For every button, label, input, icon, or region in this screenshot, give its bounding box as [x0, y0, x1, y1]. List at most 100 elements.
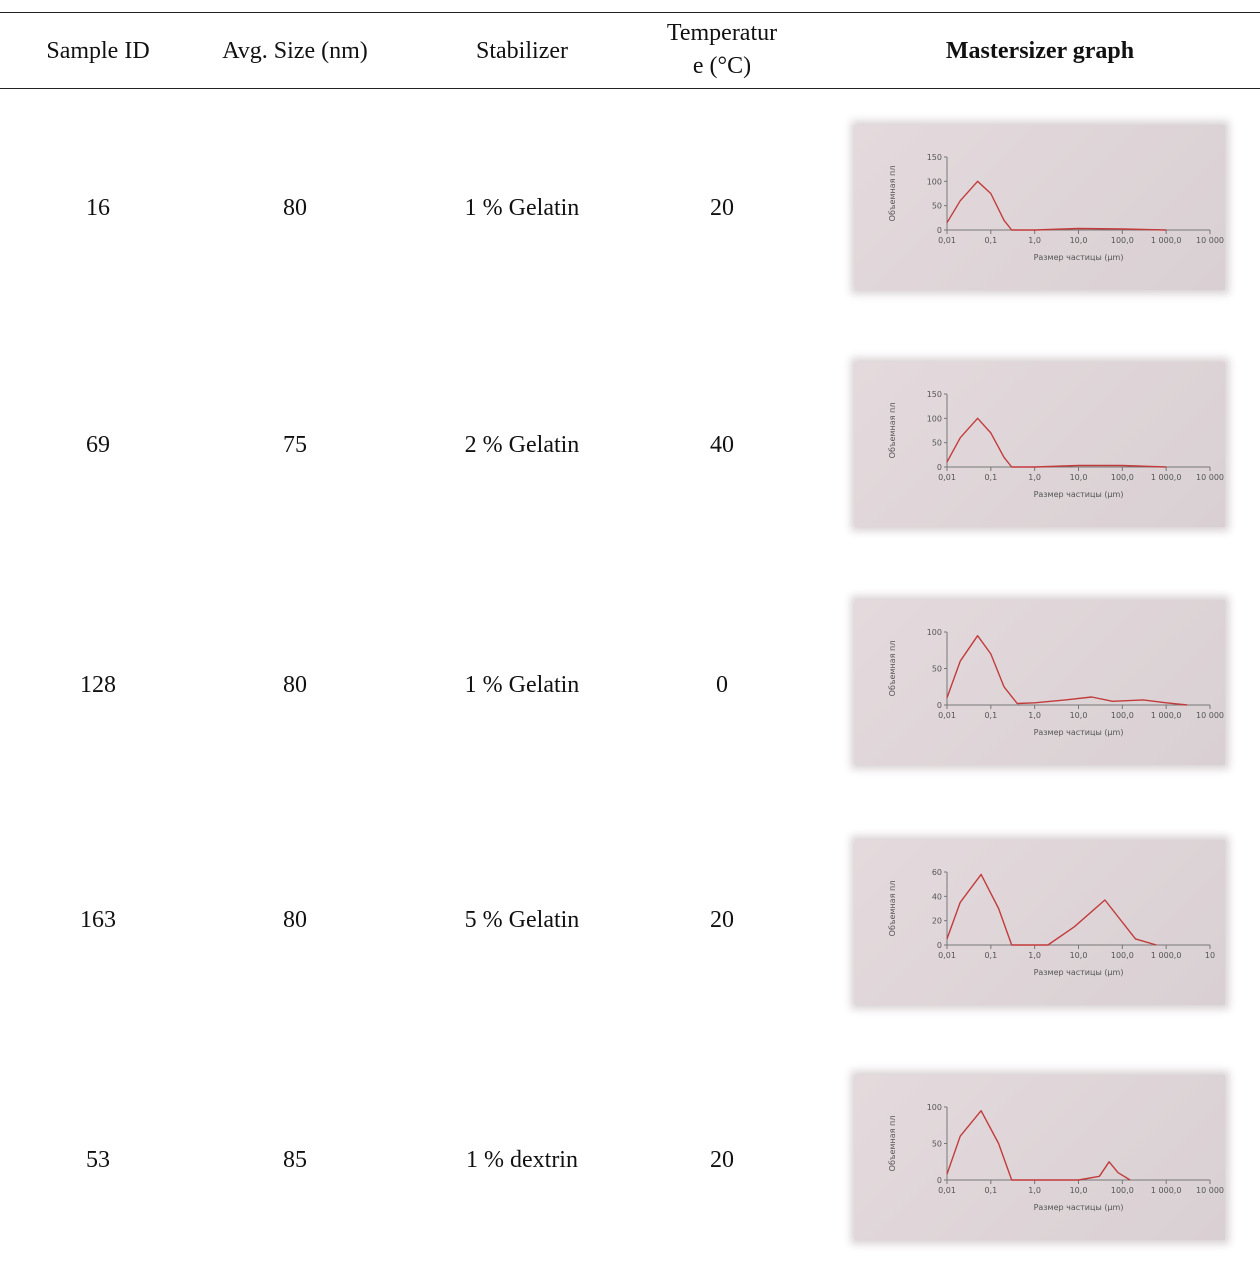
header-cell: Avg. Size (nm) — [185, 36, 405, 66]
y-tick-label: 60 — [932, 868, 942, 877]
y-tick-label: 100 — [927, 414, 942, 423]
table-cell: 5 % Gelatin — [412, 905, 632, 935]
x-tick-label: 1 000,0 — [1151, 473, 1182, 482]
table-cell: 80 — [185, 905, 405, 935]
size-distribution-curve — [947, 181, 1166, 230]
table-cell: 163 — [0, 905, 208, 935]
y-tick-label: 0 — [937, 226, 942, 235]
x-tick-label: 0,01 — [938, 711, 956, 720]
table-cell: 128 — [0, 670, 208, 700]
x-tick-label: 1,0 — [1028, 711, 1041, 720]
table-cell: 53 — [0, 1145, 208, 1175]
x-tick-label: 10 000 — [1196, 1186, 1224, 1195]
y-tick-label: 40 — [932, 892, 942, 901]
x-tick-label: 100,0 — [1111, 951, 1134, 960]
y-tick-label: 100 — [927, 177, 942, 186]
x-tick-label: 10 — [1205, 951, 1215, 960]
page: Sample IDAvg. Size (nm)StabilizerTempera… — [0, 0, 1260, 1275]
x-tick-label: 10 000 — [1196, 473, 1224, 482]
x-tick-label: 0,01 — [938, 951, 956, 960]
x-tick-label: 100,0 — [1111, 473, 1134, 482]
x-axis-label: Размер частицы (μm) — [1034, 728, 1124, 737]
x-tick-label: 1 000,0 — [1151, 711, 1182, 720]
x-tick-label: 1 000,0 — [1151, 236, 1182, 245]
y-tick-label: 0 — [937, 701, 942, 710]
y-tick-label: 150 — [927, 390, 942, 399]
table-cell: 85 — [185, 1145, 405, 1175]
x-tick-label: 10,0 — [1070, 711, 1088, 720]
x-tick-label: 10,0 — [1070, 236, 1088, 245]
x-tick-label: 1,0 — [1028, 951, 1041, 960]
x-tick-label: 0,01 — [938, 473, 956, 482]
x-axis-label: Размер частицы (μm) — [1034, 968, 1124, 977]
header-rule — [0, 88, 1260, 89]
table-cell: 1 % Gelatin — [412, 670, 632, 700]
header-cell: Sample ID — [0, 36, 208, 66]
table-cell: 69 — [0, 430, 208, 460]
size-distribution-curve — [947, 874, 1156, 945]
top-rule — [0, 12, 1260, 13]
size-distribution-curve — [947, 1111, 1130, 1180]
x-tick-label: 1,0 — [1028, 236, 1041, 245]
x-tick-label: 0,1 — [984, 1186, 997, 1195]
y-tick-label: 100 — [927, 628, 942, 637]
y-tick-label: 50 — [932, 202, 942, 211]
y-tick-label: 100 — [927, 1103, 942, 1112]
header-cell: e (°C) — [612, 51, 832, 81]
x-tick-label: 0,1 — [984, 711, 997, 720]
x-tick-label: 0,01 — [938, 236, 956, 245]
x-axis-label: Размер частицы (μm) — [1034, 490, 1124, 499]
y-tick-label: 50 — [932, 665, 942, 674]
table-cell: 0 — [612, 670, 832, 700]
y-tick-label: 50 — [932, 1140, 942, 1149]
y-axis-label: Объемная пл — [888, 403, 897, 459]
x-tick-label: 10,0 — [1070, 951, 1088, 960]
y-axis-label: Объемная пл — [888, 641, 897, 697]
x-tick-label: 1,0 — [1028, 1186, 1041, 1195]
table-cell: 80 — [185, 193, 405, 223]
table-cell: 20 — [612, 905, 832, 935]
size-distribution-curve — [947, 418, 1166, 467]
x-tick-label: 10,0 — [1070, 1186, 1088, 1195]
y-tick-label: 50 — [932, 439, 942, 448]
header-cell: Stabilizer — [412, 36, 632, 66]
y-tick-label: 0 — [937, 941, 942, 950]
y-tick-label: 0 — [937, 463, 942, 472]
y-tick-label: 0 — [937, 1176, 942, 1185]
x-tick-label: 100,0 — [1111, 236, 1134, 245]
x-tick-label: 100,0 — [1111, 711, 1134, 720]
x-tick-label: 1 000,0 — [1151, 951, 1182, 960]
y-axis-label: Объемная пл — [888, 166, 897, 222]
table-cell: 40 — [612, 430, 832, 460]
x-tick-label: 1,0 — [1028, 473, 1041, 482]
x-tick-label: 0,1 — [984, 236, 997, 245]
table-cell: 20 — [612, 193, 832, 223]
x-axis-label: Размер частицы (μm) — [1034, 253, 1124, 262]
y-axis-label: Объемная пл — [888, 881, 897, 937]
x-tick-label: 0,1 — [984, 473, 997, 482]
size-distribution-curve — [947, 636, 1187, 705]
table-cell: 1 % Gelatin — [412, 193, 632, 223]
table-cell: 75 — [185, 430, 405, 460]
x-tick-label: 0,1 — [984, 951, 997, 960]
table-cell: 1 % dextrin — [412, 1145, 632, 1175]
header-cell: Mastersizer graph — [890, 36, 1190, 66]
table-cell: 16 — [0, 193, 208, 223]
table-cell: 2 % Gelatin — [412, 430, 632, 460]
x-axis-label: Размер частицы (μm) — [1034, 1203, 1124, 1212]
table-cell: 20 — [612, 1145, 832, 1175]
x-tick-label: 100,0 — [1111, 1186, 1134, 1195]
x-tick-label: 1 000,0 — [1151, 1186, 1182, 1195]
x-tick-label: 10 000 — [1196, 236, 1224, 245]
table-cell: 80 — [185, 670, 405, 700]
